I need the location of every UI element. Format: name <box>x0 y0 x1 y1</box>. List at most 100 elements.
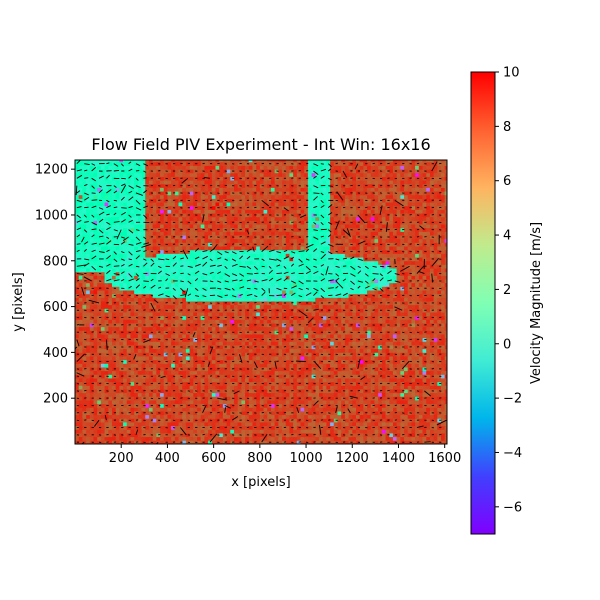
field-cell <box>189 385 194 390</box>
field-cell <box>411 411 416 416</box>
field-cell <box>134 326 139 331</box>
field-cell <box>160 319 165 324</box>
field-cell <box>396 378 401 383</box>
field-cell <box>93 348 98 353</box>
field-cell <box>119 304 124 309</box>
field-cell <box>78 381 83 386</box>
field-cell <box>219 414 224 419</box>
field-cell <box>237 304 242 309</box>
field-cell <box>193 378 198 383</box>
field-cell <box>319 341 324 346</box>
field-cell <box>437 356 442 361</box>
field-cell <box>108 385 113 390</box>
field-cell <box>174 271 179 276</box>
field-cell <box>148 429 154 434</box>
field-cell <box>304 290 309 295</box>
field-cell <box>226 293 231 298</box>
field-cell <box>174 378 179 383</box>
field-cell <box>289 363 294 368</box>
field-cell <box>75 282 80 287</box>
field-cell <box>189 425 194 430</box>
field-cell <box>389 319 394 324</box>
field-cell <box>433 308 438 313</box>
field-cell <box>178 429 183 434</box>
field-cell <box>174 268 179 273</box>
field-cell <box>123 334 128 339</box>
field-cell <box>215 385 220 390</box>
field-cell <box>197 268 202 273</box>
field-cell <box>322 425 327 430</box>
field-cell <box>119 260 124 265</box>
field-cell <box>307 341 312 346</box>
field-cell <box>156 436 161 441</box>
field-cell <box>108 414 113 419</box>
field-cell <box>270 385 276 390</box>
field-cell <box>256 440 261 444</box>
field-cell <box>418 330 423 335</box>
field-cell <box>75 422 80 427</box>
field-cell <box>278 319 283 324</box>
field-cell <box>400 304 405 309</box>
field-cell <box>156 319 161 324</box>
field-cell <box>197 436 202 441</box>
field-cell <box>429 297 434 302</box>
field-cell <box>337 389 342 394</box>
field-cell <box>289 268 294 273</box>
field-cell <box>89 407 94 412</box>
field-cell <box>278 323 283 328</box>
field-cell <box>100 308 105 313</box>
field-cell <box>444 301 447 306</box>
field-cell <box>352 345 357 350</box>
field-cell <box>278 282 283 287</box>
field-cell <box>440 323 446 328</box>
field-cell <box>185 341 191 346</box>
field-cell <box>389 407 394 412</box>
field-cell <box>389 341 394 346</box>
field-cell <box>278 374 283 379</box>
field-cell <box>126 268 131 273</box>
field-cell <box>230 370 235 375</box>
field-cell <box>100 264 105 269</box>
field-cell <box>270 282 276 287</box>
field-cell <box>130 425 135 430</box>
field-cell <box>145 275 150 280</box>
field-cell <box>104 282 109 287</box>
field-cell <box>219 308 224 313</box>
field-cell <box>245 282 250 287</box>
field-cell <box>204 271 209 276</box>
field-cell <box>278 301 283 306</box>
field-cell <box>285 301 290 306</box>
field-cell <box>100 378 105 383</box>
field-cell <box>370 312 375 317</box>
field-cell <box>108 334 113 339</box>
field-cell <box>182 422 187 427</box>
field-cell <box>407 429 412 434</box>
field-cell <box>256 374 261 379</box>
field-cell <box>319 378 324 383</box>
field-cell <box>415 341 420 346</box>
field-cell <box>378 290 383 295</box>
field-cell <box>315 341 320 346</box>
field-cell <box>263 308 268 313</box>
field-cell <box>422 348 427 353</box>
field-cell <box>404 433 409 438</box>
field-cell <box>86 367 91 372</box>
field-cell <box>119 312 124 317</box>
field-cell <box>270 411 276 416</box>
field-cell <box>241 304 246 309</box>
field-cell <box>137 367 142 372</box>
field-cell <box>219 440 224 444</box>
field-cell <box>193 290 198 295</box>
field-cell <box>337 323 342 328</box>
field-cell <box>444 378 447 383</box>
field-cell <box>78 429 83 434</box>
field-cell <box>352 396 357 401</box>
field-cell <box>315 370 320 375</box>
field-cell <box>440 396 446 401</box>
field-cell <box>108 436 113 441</box>
field-cell <box>93 381 98 386</box>
field-cell <box>174 363 179 368</box>
field-cell <box>256 341 261 346</box>
field-cell <box>270 319 276 324</box>
field-cell <box>145 301 150 306</box>
